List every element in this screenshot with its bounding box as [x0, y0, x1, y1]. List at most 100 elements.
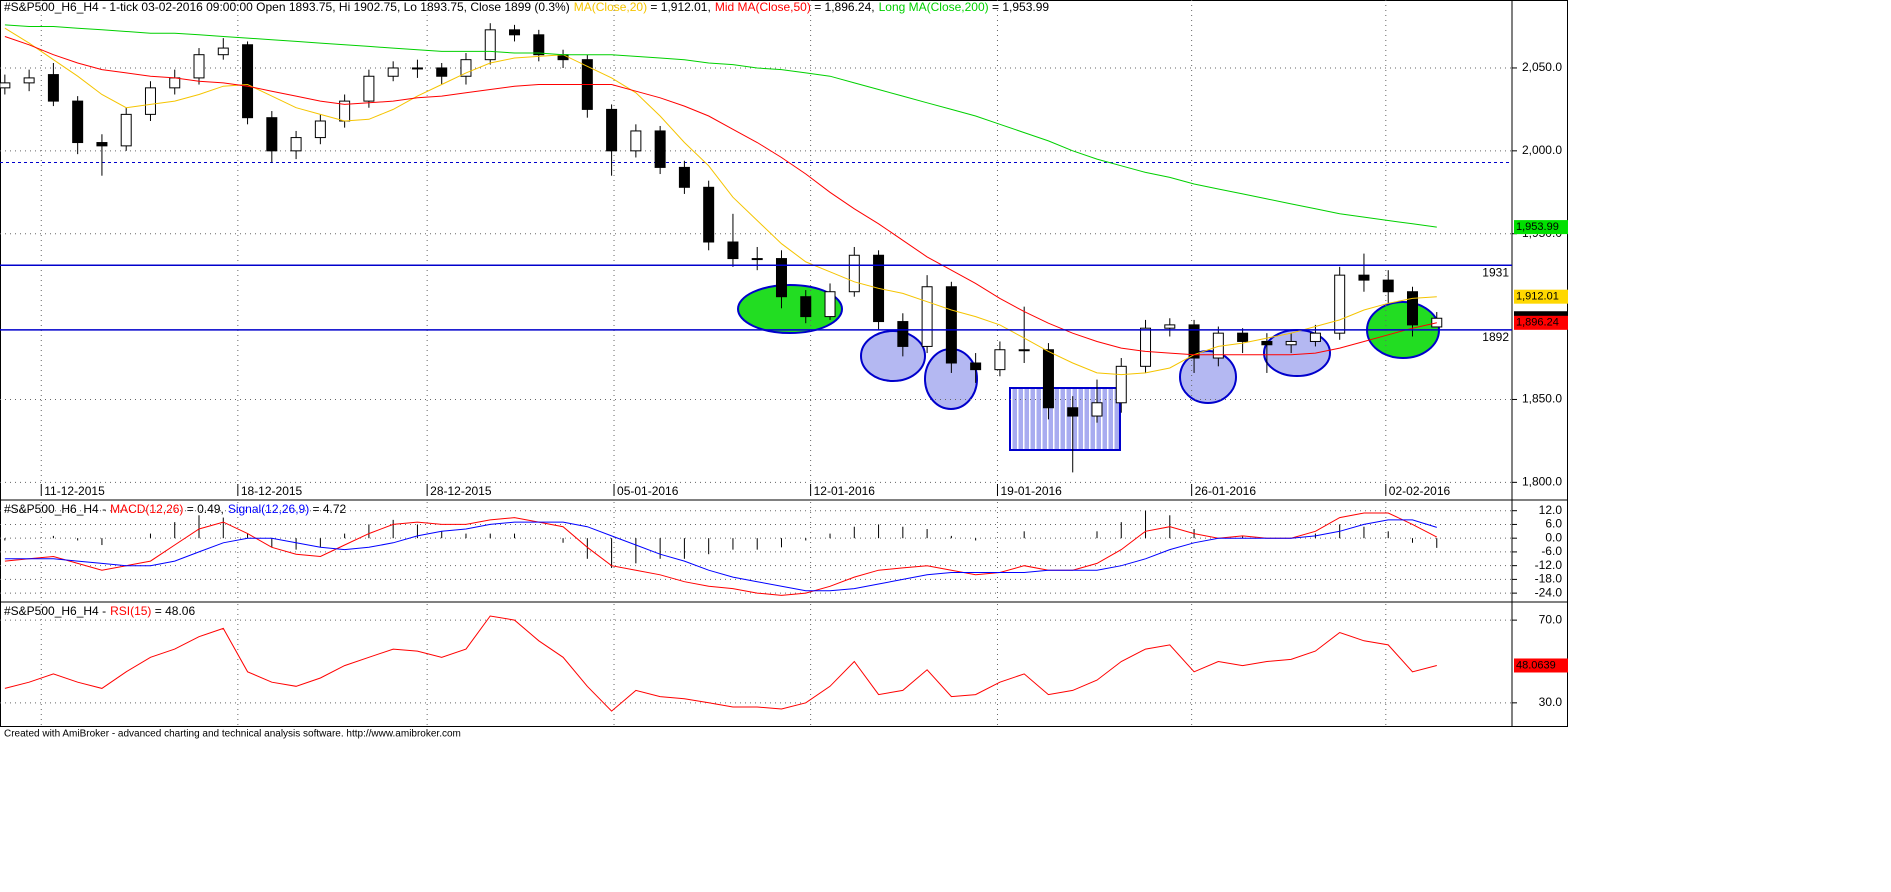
candle-body — [1115, 365, 1127, 404]
candle-body — [1018, 349, 1030, 352]
candle-body — [509, 29, 521, 36]
candle-body — [654, 130, 666, 168]
candle-body — [290, 137, 302, 152]
candle-body — [144, 87, 156, 115]
candle-body — [1406, 291, 1418, 326]
candle-body — [800, 296, 812, 318]
pane-header: #S&P500_H6_H4 - 1-tick 03-02-2016 09:00:… — [4, 0, 1049, 14]
candle-body — [1140, 327, 1152, 367]
candle-body — [751, 258, 763, 261]
pane-header: #S&P500_H6_H4 - RSI(15) = 48.06 — [4, 604, 195, 618]
candle-body — [411, 67, 423, 70]
candle-body — [1382, 279, 1394, 293]
candle-body — [72, 100, 84, 144]
legend-readout: = 4.72 — [309, 502, 346, 516]
highlight-ellipse — [860, 330, 926, 382]
highlight-ellipse — [737, 284, 843, 334]
candle-body — [1358, 274, 1370, 281]
candle-body — [314, 120, 326, 139]
candle-body — [970, 362, 982, 371]
legend-name: Signal(12,26,9) — [228, 502, 309, 516]
y-tick-label: -24.0 — [1535, 585, 1563, 599]
x-tick-label: 12-01-2016 — [814, 484, 876, 498]
pane-header: #S&P500_H6_H4 - MACD(12,26) = 0.49, Signal… — [4, 502, 347, 516]
candle-body — [775, 258, 787, 298]
x-tick-label: 28-12-2015 — [430, 484, 492, 498]
x-tick-label: 11-12-2015 — [44, 484, 105, 498]
indicator-line — [4, 512, 1438, 596]
legend-name: MA(Close,20) — [574, 0, 647, 14]
candle-body — [0, 82, 11, 89]
value-box-label: 48.0639 — [1516, 659, 1556, 671]
x-tick-label: 26-01-2016 — [1195, 484, 1257, 498]
candle-body — [1285, 340, 1297, 346]
value-box-label: 1,953.99 — [1516, 221, 1559, 233]
y-tick-label: 1,850.0 — [1522, 392, 1562, 406]
candle-body — [533, 34, 545, 56]
candle-body — [1431, 317, 1443, 328]
level-label: 1892 — [1482, 330, 1509, 344]
y-tick-label: 30.0 — [1539, 695, 1563, 709]
candle-body — [387, 67, 399, 77]
candle-body — [1164, 324, 1176, 329]
x-tick-label: 02-02-2016 — [1389, 484, 1451, 498]
candle-body — [363, 75, 375, 102]
candle-body — [193, 54, 205, 79]
candle-body — [484, 29, 496, 61]
value-box-label: 1,896.24 — [1516, 317, 1559, 329]
candle-body — [242, 44, 254, 119]
candle-body — [1091, 402, 1103, 417]
legend-readout: = 1,953.99 — [989, 0, 1050, 14]
candle-body — [630, 130, 642, 152]
value-box-label: 1,912.01 — [1516, 291, 1559, 303]
candle-body — [120, 113, 132, 147]
candle-body — [678, 166, 690, 188]
candle-body — [824, 291, 836, 318]
y-tick-label: 0.0 — [1545, 530, 1562, 544]
footer: Created with AmiBroker - advanced charti… — [4, 729, 461, 740]
candle-body — [1067, 407, 1079, 417]
x-tick-label: 05-01-2016 — [617, 484, 679, 498]
candle-body — [994, 349, 1006, 371]
y-tick-label: 2,050.0 — [1522, 60, 1562, 74]
indicator-line — [4, 27, 1437, 376]
indicator-line — [4, 615, 1437, 712]
candle-body — [1188, 324, 1200, 359]
value-box — [1514, 220, 1568, 235]
highlight-ellipse — [1179, 350, 1237, 404]
legend-name: Mid MA(Close,50) — [715, 0, 811, 14]
candle-body — [217, 47, 229, 56]
y-tick-label: 12.0 — [1539, 503, 1563, 517]
legend-name: RSI(15) — [110, 604, 151, 618]
candle-body — [1334, 274, 1346, 334]
candle-body — [23, 77, 35, 84]
level-label: 1931 — [1482, 265, 1509, 279]
x-tick-label: 18-12-2015 — [241, 484, 303, 498]
y-tick-label: 70.0 — [1539, 612, 1563, 626]
candle-body — [47, 74, 59, 102]
candle-body — [266, 117, 278, 152]
frame — [0, 0, 1568, 727]
x-tick-label: 19-01-2016 — [1000, 484, 1062, 498]
value-box — [1514, 289, 1568, 304]
y-tick-label: 2,000.0 — [1522, 143, 1562, 157]
indicator-line — [4, 36, 1437, 356]
candle-body — [460, 59, 472, 77]
legend-readout: = 1,896.24, — [811, 0, 875, 14]
legend-readout: = 1,912.01, — [647, 0, 711, 14]
candle-body — [921, 286, 933, 347]
header-title: #S&P500_H6_H4 - 1-tick 03-02-2016 09:00:… — [4, 0, 570, 14]
candle-body — [436, 67, 448, 77]
candle-body — [96, 142, 108, 147]
header-title: #S&P500_H6_H4 - — [4, 604, 106, 618]
highlight-box — [1009, 387, 1121, 451]
candle-body — [897, 321, 909, 347]
y-tick-label: -6.0 — [1541, 544, 1562, 558]
candle-body — [727, 241, 739, 260]
indicator-line — [4, 24, 1437, 228]
y-tick-label: 6.0 — [1545, 517, 1562, 531]
value-box — [1514, 658, 1568, 673]
value-box — [1514, 315, 1568, 330]
legend-readout: = 0.49, — [183, 502, 223, 516]
